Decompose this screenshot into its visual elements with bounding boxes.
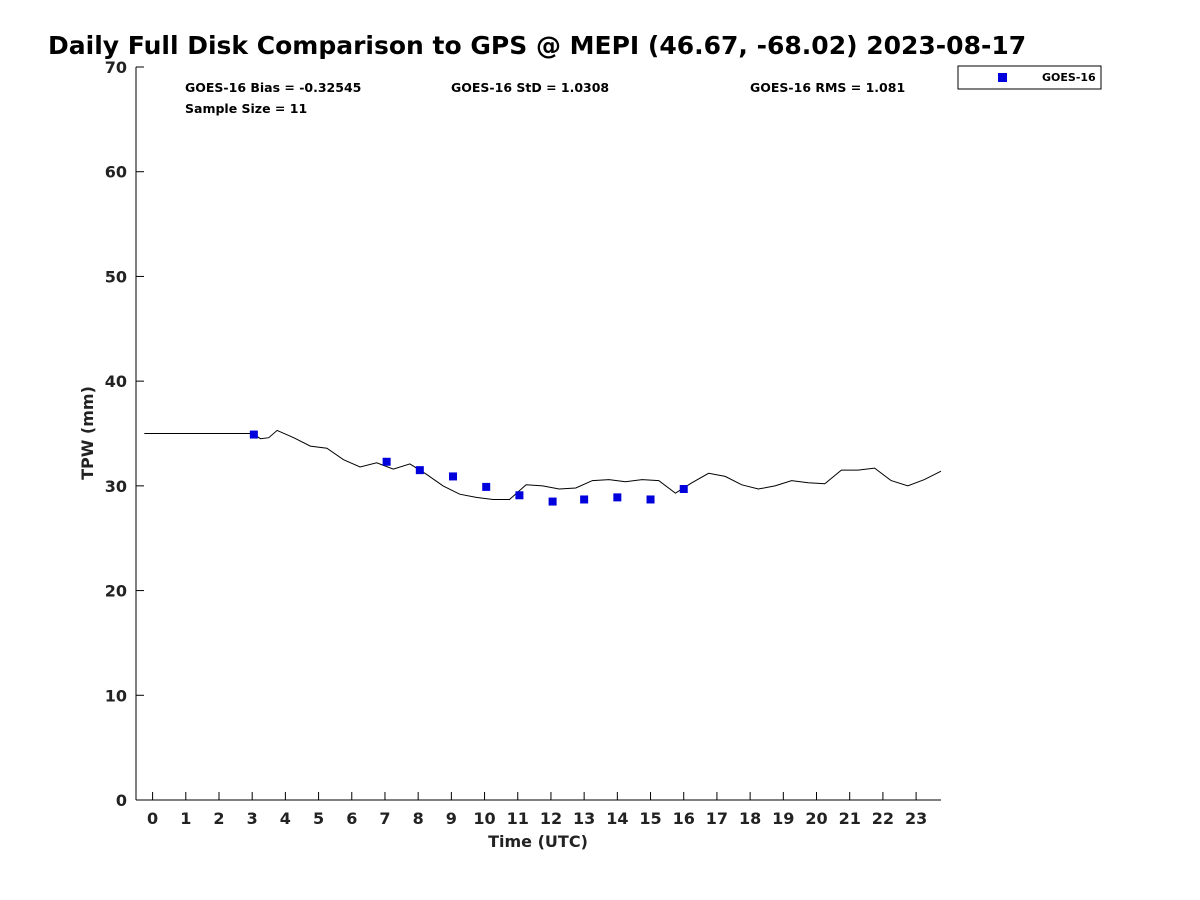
legend-marker xyxy=(998,73,1007,82)
y-axis-label: TPW (mm) xyxy=(78,386,97,480)
x-tick-label: 11 xyxy=(507,809,529,828)
goes16-data-point xyxy=(382,457,391,466)
goes16-data-point xyxy=(482,482,491,491)
x-tick-label: 1 xyxy=(180,809,191,828)
y-tick-label: 60 xyxy=(105,163,127,182)
series-line-group xyxy=(144,429,942,500)
x-tick-label: 13 xyxy=(573,809,595,828)
x-tick-label: 18 xyxy=(739,809,761,828)
goes16-data-point xyxy=(679,484,688,493)
y-tick-label: 40 xyxy=(105,372,127,391)
x-axis-label: Time (UTC) xyxy=(488,832,588,851)
x-tick-label: 15 xyxy=(639,809,661,828)
x-tick-label: 0 xyxy=(147,809,158,828)
x-tick-label: 9 xyxy=(446,809,457,828)
gps-tpw-line xyxy=(144,429,942,500)
x-tick-label: 3 xyxy=(247,809,258,828)
x-tick-label: 8 xyxy=(413,809,424,828)
x-tick-label: 22 xyxy=(872,809,894,828)
y-tick-label: 0 xyxy=(116,791,127,810)
goes16-data-point xyxy=(415,466,424,475)
sample-size-stat: Sample Size = 11 xyxy=(185,101,307,116)
x-tick-label: 20 xyxy=(805,809,827,828)
chart-title: Daily Full Disk Comparison to GPS @ MEPI… xyxy=(48,31,1026,60)
x-tick-label: 21 xyxy=(839,809,861,828)
y-tick-label: 30 xyxy=(105,477,127,496)
x-tick-label: 12 xyxy=(540,809,562,828)
x-tick-label: 14 xyxy=(606,809,628,828)
goes16-data-point xyxy=(249,430,258,439)
x-tick-label: 19 xyxy=(772,809,794,828)
x-tick-label: 16 xyxy=(673,809,695,828)
x-ticks: 0 1 2 3 4 5 6 7 8 9 10 11 12 13 14 15 16 17 18 19 20 21 22 23 xyxy=(147,792,927,828)
x-tick-label: 2 xyxy=(213,809,224,828)
x-tick-label: 23 xyxy=(905,809,927,828)
std-stat: GOES-16 StD = 1.0308 xyxy=(451,80,609,95)
goes16-data-point xyxy=(515,491,524,500)
y-tick-label: 20 xyxy=(105,582,127,601)
x-tick-label: 7 xyxy=(379,809,390,828)
x-tick-label: 6 xyxy=(346,809,357,828)
y-tick-label: 50 xyxy=(105,267,127,286)
legend: GOES-16 xyxy=(957,65,1102,90)
goes16-data-point xyxy=(646,495,655,504)
x-tick-label: 4 xyxy=(280,809,291,828)
legend-box xyxy=(957,65,1102,90)
goes16-data-point xyxy=(449,472,458,481)
y-tick-label: 10 xyxy=(105,686,127,705)
goes16-data-point xyxy=(613,493,622,502)
y-tick-label: 70 xyxy=(105,58,127,77)
x-tick-label: 17 xyxy=(706,809,728,828)
x-tick-label: 10 xyxy=(473,809,495,828)
goes16-data-point xyxy=(548,497,557,506)
bias-stat: GOES-16 Bias = -0.32545 xyxy=(185,80,361,95)
series-markers-group xyxy=(249,430,688,506)
y-ticks: 0 10 20 30 40 50 60 70 xyxy=(105,58,144,810)
goes16-data-point xyxy=(580,495,589,504)
x-tick-label: 5 xyxy=(313,809,324,828)
rms-stat: GOES-16 RMS = 1.081 xyxy=(750,80,905,95)
legend-label: GOES-16 xyxy=(1042,71,1096,84)
